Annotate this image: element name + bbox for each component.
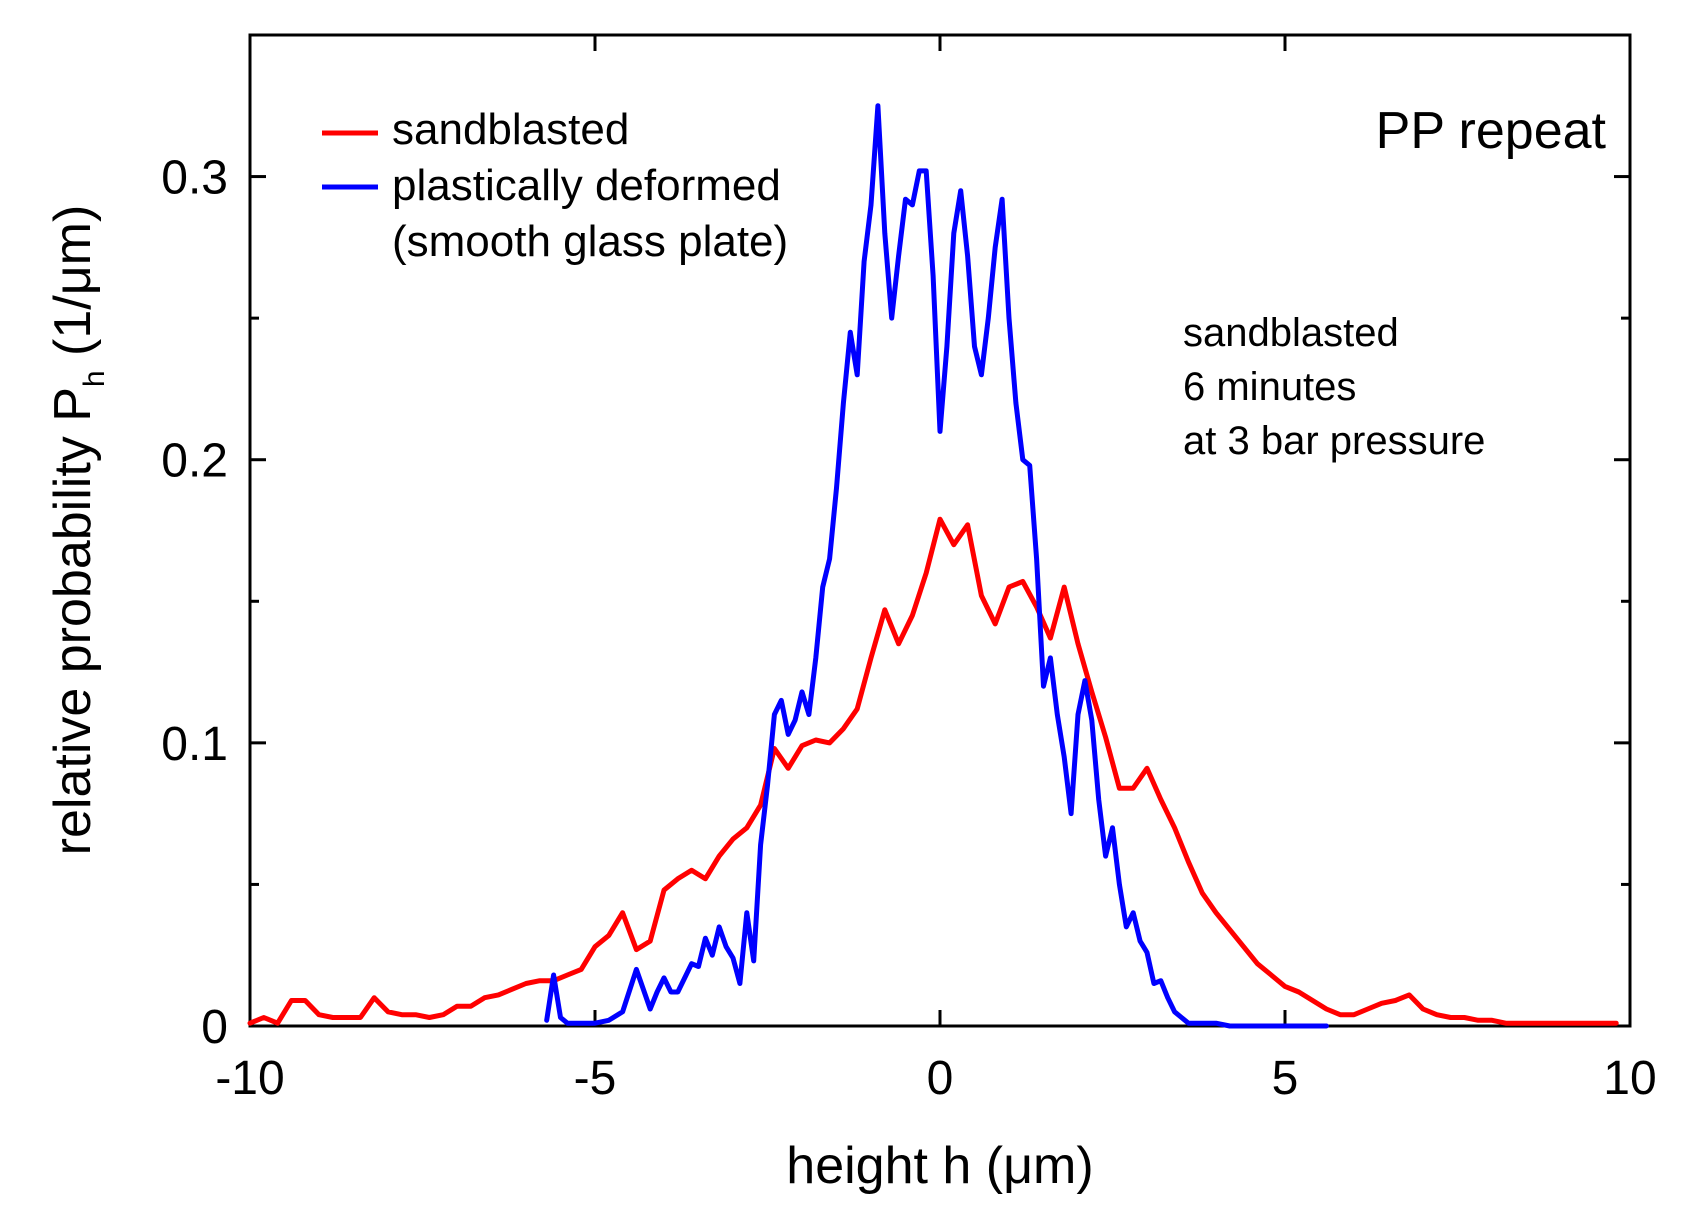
y-tick-label: 0: [201, 1001, 228, 1054]
x-tick-label: 5: [1272, 1052, 1299, 1105]
series-line-sandblasted: [247, 516, 1619, 1026]
x-axis-title: height h (μm): [786, 1137, 1093, 1195]
panel-title: PP repeat: [1376, 102, 1607, 160]
x-tick-label: -10: [215, 1052, 284, 1105]
annotation-line-3: at 3 bar pressure: [1183, 419, 1485, 463]
y-axis-title-prefix: relative probability P: [44, 387, 102, 855]
x-tick-label: 0: [927, 1052, 954, 1105]
x-axis-title-unit: μm: [1003, 1137, 1076, 1195]
annotation-line-1: sandblasted: [1183, 311, 1399, 355]
y-tick-label: 0.2: [161, 435, 228, 488]
legend-label-sandblasted: sandblasted: [392, 105, 629, 154]
x-tick-label: -5: [574, 1052, 617, 1105]
tick-labels: -10 -5 0 5 10 0 0.1 0.2 0.3: [161, 152, 1656, 1105]
x-tick-label: 10: [1603, 1052, 1656, 1105]
y-axis-title-subscript: h: [78, 370, 111, 387]
tick-marks: [248, 35, 1632, 1028]
y-tick-label: 0.1: [161, 718, 228, 771]
series-layer: [247, 103, 1619, 1029]
annotation-line-2: 6 minutes: [1183, 365, 1356, 409]
x-axis-title-suffix: ): [1076, 1137, 1093, 1195]
legend: sandblasted plastically deformed (smooth…: [322, 105, 788, 266]
y-axis-title: relative probability Ph (1/μm): [44, 205, 111, 856]
series-line-plastically-deformed: [544, 103, 1329, 1029]
y-tick-label: 0.3: [161, 152, 228, 205]
x-axis-title-prefix: height h (: [786, 1137, 1003, 1195]
legend-label-plastically-deformed-line2: (smooth glass plate): [392, 217, 788, 266]
legend-label-plastically-deformed: plastically deformed: [392, 161, 781, 210]
y-axis-title-suffix: (1/μm): [44, 205, 102, 371]
annotation: sandblasted 6 minutes at 3 bar pressure: [1183, 311, 1485, 463]
